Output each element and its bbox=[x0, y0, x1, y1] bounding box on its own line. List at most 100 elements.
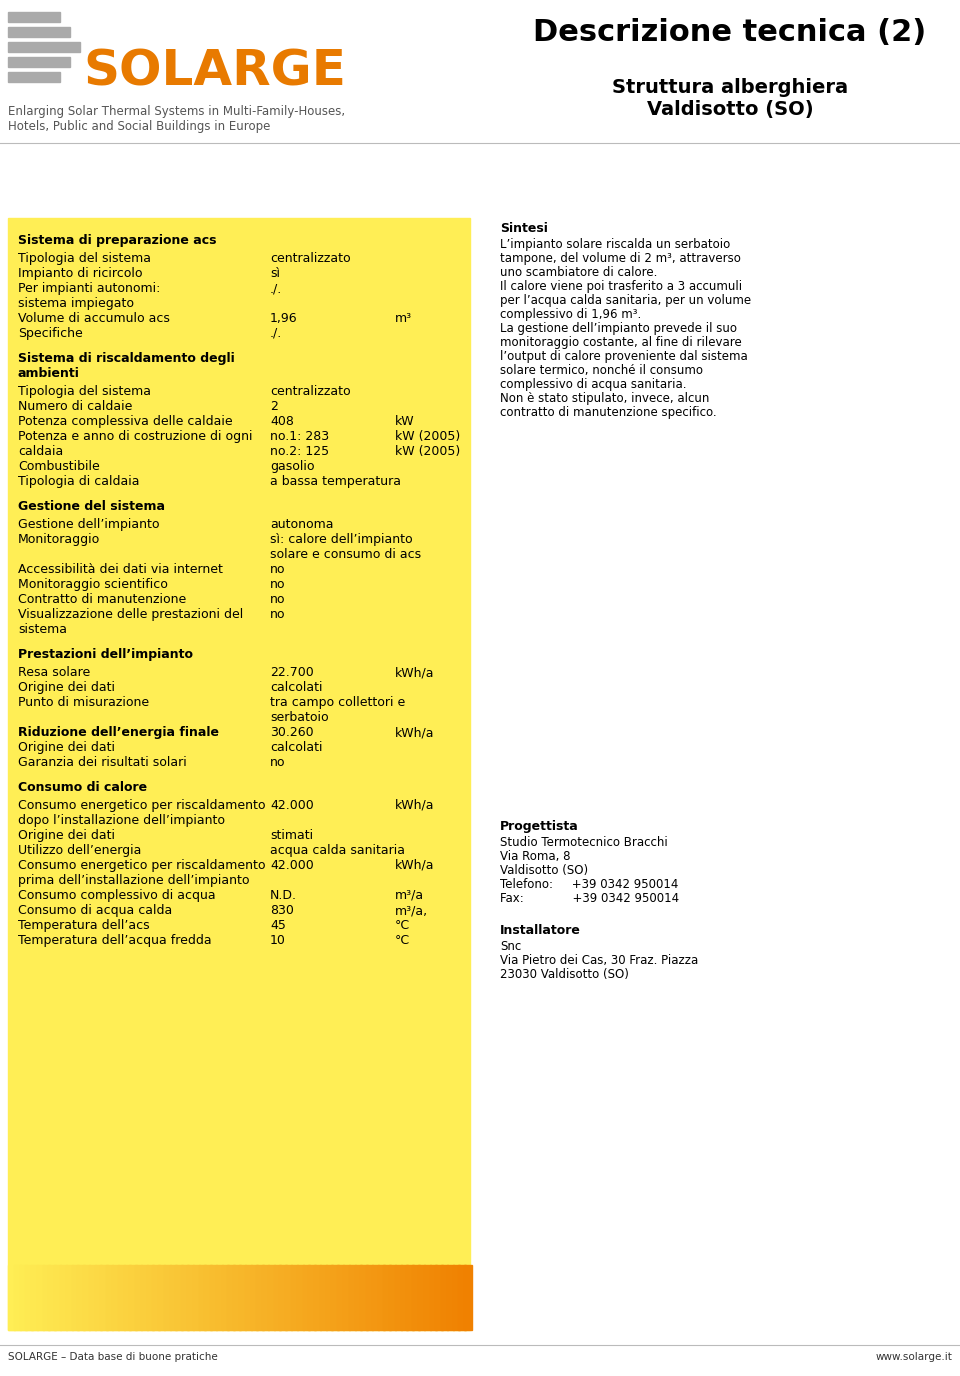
Text: Tipologia del sistema: Tipologia del sistema bbox=[18, 385, 151, 398]
Text: Studio Termotecnico Bracchi: Studio Termotecnico Bracchi bbox=[500, 837, 668, 849]
Bar bbox=[8, 12, 60, 22]
Text: Hotels, Public and Social Buildings in Europe: Hotels, Public and Social Buildings in E… bbox=[8, 120, 271, 133]
Bar bbox=[48, 1265, 56, 1331]
Text: complessivo di 1,96 m³.: complessivo di 1,96 m³. bbox=[500, 308, 641, 321]
Text: Accessibilità dei dati via internet: Accessibilità dei dati via internet bbox=[18, 563, 223, 577]
Bar bbox=[187, 1265, 194, 1331]
Bar bbox=[78, 1265, 84, 1331]
Text: Contratto di manutenzione: Contratto di manutenzione bbox=[18, 593, 186, 605]
Text: Potenza complessiva delle caldaie: Potenza complessiva delle caldaie bbox=[18, 416, 232, 428]
Text: Numero di caldaie: Numero di caldaie bbox=[18, 400, 132, 413]
Bar bbox=[60, 1265, 67, 1331]
Text: °C: °C bbox=[395, 919, 410, 932]
Text: Riduzione dell’energia finale: Riduzione dell’energia finale bbox=[18, 727, 219, 739]
Text: sì: calore dell’impianto: sì: calore dell’impianto bbox=[270, 533, 413, 546]
Text: no: no bbox=[270, 755, 285, 769]
Text: °C: °C bbox=[395, 934, 410, 947]
Bar bbox=[297, 1265, 304, 1331]
Bar bbox=[135, 1265, 142, 1331]
Text: Consumo energetico per riscaldamento: Consumo energetico per riscaldamento bbox=[18, 799, 266, 812]
Text: Struttura alberghiera: Struttura alberghiera bbox=[612, 78, 848, 96]
Text: Monitoraggio: Monitoraggio bbox=[18, 533, 100, 546]
Text: 30.260: 30.260 bbox=[270, 727, 314, 739]
Text: Sintesi: Sintesi bbox=[500, 222, 548, 235]
Text: calcolati: calcolati bbox=[270, 742, 323, 754]
Text: 22.700: 22.700 bbox=[270, 666, 314, 678]
Text: Telefono:     +39 0342 950014: Telefono: +39 0342 950014 bbox=[500, 878, 679, 892]
Text: solare termico, nonché il consumo: solare termico, nonché il consumo bbox=[500, 365, 703, 377]
Text: Tipologia di caldaia: Tipologia di caldaia bbox=[18, 475, 139, 488]
Text: Consumo complessivo di acqua: Consumo complessivo di acqua bbox=[18, 889, 216, 903]
Text: stimati: stimati bbox=[270, 828, 313, 842]
Text: 42.000: 42.000 bbox=[270, 859, 314, 872]
Bar bbox=[366, 1265, 373, 1331]
Text: sì: sì bbox=[270, 267, 280, 279]
Text: Consumo energetico per riscaldamento: Consumo energetico per riscaldamento bbox=[18, 859, 266, 872]
Text: dopo l’installazione dell’impianto: dopo l’installazione dell’impianto bbox=[18, 815, 225, 827]
Text: no: no bbox=[270, 563, 285, 577]
Text: contratto di manutenzione specifico.: contratto di manutenzione specifico. bbox=[500, 406, 716, 420]
Bar bbox=[112, 1265, 119, 1331]
Bar bbox=[279, 1265, 287, 1331]
Text: Temperatura dell’acs: Temperatura dell’acs bbox=[18, 919, 150, 932]
Bar bbox=[176, 1265, 182, 1331]
Bar bbox=[193, 1265, 200, 1331]
Text: m³/a,: m³/a, bbox=[395, 904, 428, 916]
Text: m³: m³ bbox=[395, 312, 412, 325]
Text: Resa solare: Resa solare bbox=[18, 666, 90, 678]
Bar bbox=[8, 72, 60, 83]
Text: sistema: sistema bbox=[18, 623, 67, 636]
Text: 45: 45 bbox=[270, 919, 286, 932]
Bar bbox=[107, 1265, 113, 1331]
Bar bbox=[8, 217, 470, 1331]
Text: ./.: ./. bbox=[270, 282, 282, 294]
Text: Origine dei dati: Origine dei dati bbox=[18, 742, 115, 754]
Text: 830: 830 bbox=[270, 904, 294, 916]
Bar bbox=[8, 43, 80, 52]
Bar bbox=[348, 1265, 356, 1331]
Text: no: no bbox=[270, 608, 285, 621]
Bar bbox=[181, 1265, 188, 1331]
Text: centralizzato: centralizzato bbox=[270, 385, 350, 398]
Bar bbox=[268, 1265, 276, 1331]
Text: 23030 Valdisotto (SO): 23030 Valdisotto (SO) bbox=[500, 967, 629, 981]
Text: Il calore viene poi trasferito a 3 accumuli: Il calore viene poi trasferito a 3 accum… bbox=[500, 279, 742, 293]
Text: Garanzia dei risultati solari: Garanzia dei risultati solari bbox=[18, 755, 187, 769]
Bar bbox=[25, 1265, 33, 1331]
Bar bbox=[406, 1265, 414, 1331]
Bar bbox=[228, 1265, 235, 1331]
Bar bbox=[274, 1265, 281, 1331]
Text: Descrizione tecnica (2): Descrizione tecnica (2) bbox=[534, 18, 926, 47]
Text: Sistema di riscaldamento degli: Sistema di riscaldamento degli bbox=[18, 352, 235, 365]
Bar bbox=[158, 1265, 165, 1331]
Bar bbox=[291, 1265, 299, 1331]
Bar bbox=[325, 1265, 333, 1331]
Bar bbox=[31, 1265, 38, 1331]
Bar bbox=[124, 1265, 131, 1331]
Text: Fax:             +39 0342 950014: Fax: +39 0342 950014 bbox=[500, 892, 679, 905]
Text: Origine dei dati: Origine dei dati bbox=[18, 828, 115, 842]
Bar bbox=[13, 1265, 21, 1331]
Bar bbox=[239, 1265, 247, 1331]
Text: Valdisotto (SO): Valdisotto (SO) bbox=[500, 864, 588, 877]
Text: Sistema di preparazione acs: Sistema di preparazione acs bbox=[18, 234, 217, 248]
Text: SOLARGE – Data base di buone pratiche: SOLARGE – Data base di buone pratiche bbox=[8, 1353, 218, 1362]
Bar bbox=[170, 1265, 177, 1331]
Text: kWh/a: kWh/a bbox=[395, 859, 435, 872]
Text: sistema impiegato: sistema impiegato bbox=[18, 297, 134, 310]
Bar bbox=[435, 1265, 443, 1331]
Text: no: no bbox=[270, 578, 285, 592]
Text: kW: kW bbox=[395, 416, 415, 428]
Bar bbox=[204, 1265, 211, 1331]
Text: centralizzato: centralizzato bbox=[270, 252, 350, 266]
Text: Gestione dell’impianto: Gestione dell’impianto bbox=[18, 517, 159, 531]
Text: m³/a: m³/a bbox=[395, 889, 424, 903]
Text: kW (2005): kW (2005) bbox=[395, 444, 460, 458]
Bar bbox=[89, 1265, 96, 1331]
Text: Tipologia del sistema: Tipologia del sistema bbox=[18, 252, 151, 266]
Text: Valdisotto (SO): Valdisotto (SO) bbox=[647, 100, 813, 118]
Text: 10: 10 bbox=[270, 934, 286, 947]
Bar bbox=[453, 1265, 460, 1331]
Text: ambienti: ambienti bbox=[18, 367, 80, 380]
Text: Progettista: Progettista bbox=[500, 820, 579, 832]
